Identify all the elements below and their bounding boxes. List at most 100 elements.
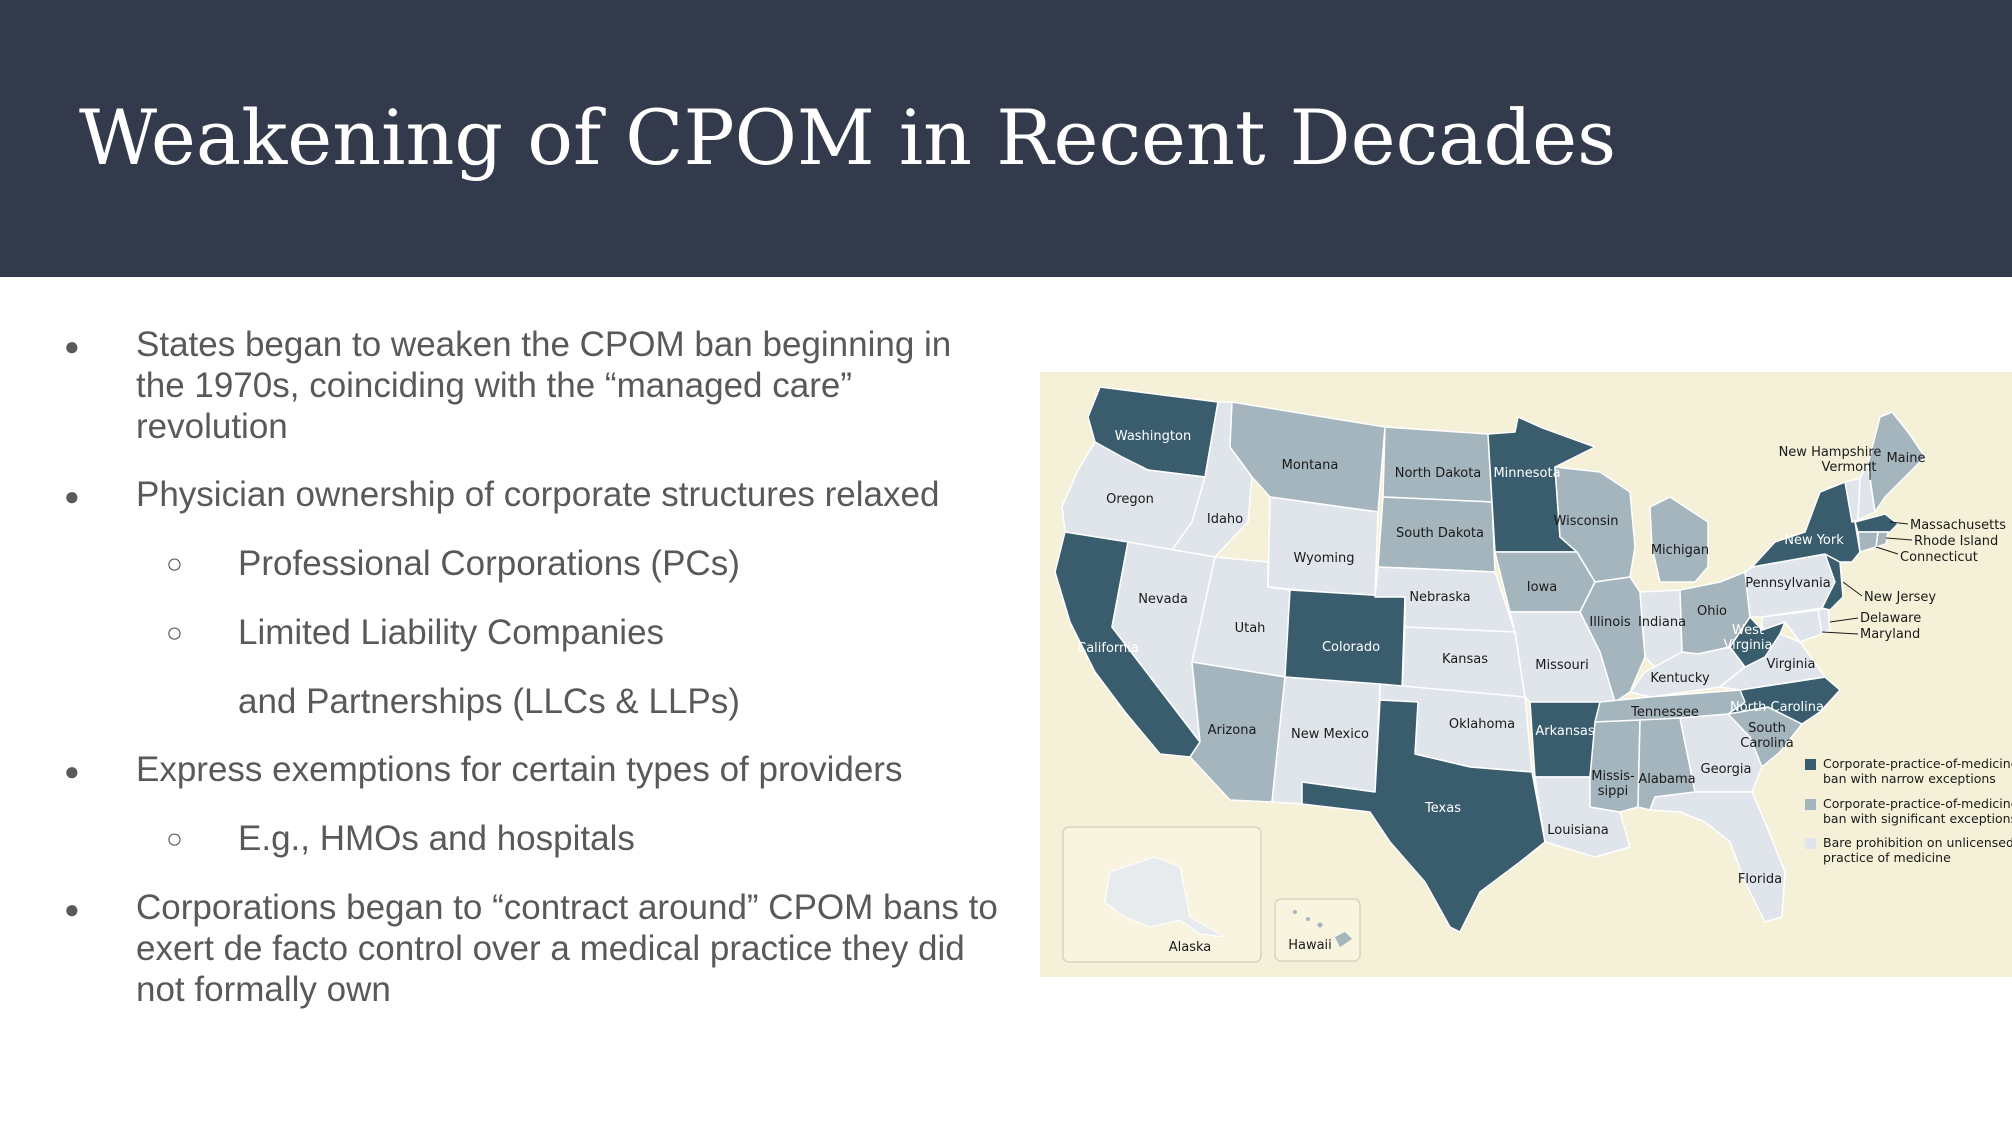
label-idaho: Idaho [1207, 512, 1243, 527]
label-alaska: Alaska [1169, 940, 1212, 955]
label-utah: Utah [1235, 621, 1266, 636]
label-colorado: Colorado [1322, 640, 1380, 655]
label-virginia: Virginia [1766, 657, 1815, 672]
bullet-text: States began to weaken the CPOM ban begi… [136, 325, 952, 446]
label-north-carolina: North Carolina [1730, 700, 1824, 715]
label-nevada: Nevada [1138, 592, 1188, 607]
label-mississippi-2: sippi [1598, 784, 1629, 799]
label-washington: Washington [1115, 429, 1191, 444]
state-texas [1301, 699, 1546, 933]
bullet-item: ● Corporations began to “contract around… [64, 887, 1006, 1010]
state-massachusetts [1854, 513, 1899, 533]
label-rhode-island: Rhode Island [1914, 534, 1998, 549]
hawaii-island [1317, 922, 1323, 928]
bullet-circle-icon: ○ [166, 617, 183, 648]
state-hawaii [1335, 932, 1352, 947]
label-hawaii: Hawaii [1288, 938, 1332, 953]
state-rhode-island [1875, 531, 1889, 548]
legend-swatch-narrow [1805, 759, 1816, 770]
label-south-carolina-2: Carolina [1740, 736, 1794, 751]
label-texas: Texas [1424, 801, 1461, 816]
state-maine [1867, 411, 1926, 513]
map-legend: Corporate-practice-of-medicine ban with … [1805, 756, 2012, 865]
label-florida: Florida [1738, 872, 1782, 887]
leader-line [1885, 537, 1913, 541]
bullet-dot-icon: ● [64, 756, 80, 786]
legend-label: Bare prohibition on unlicensed [1823, 835, 2012, 850]
label-south-carolina-1: South [1748, 721, 1786, 736]
sub-bullet-continuation: and Partnerships (LLCs & LLPs) [238, 681, 978, 722]
bullet-circle-icon: ○ [166, 548, 183, 579]
label-new-hampshire: New Hampshire [1779, 445, 1882, 460]
label-delaware: Delaware [1860, 611, 1921, 626]
label-west-virginia-1: West [1732, 623, 1764, 638]
legend-label: Corporate-practice-of-medicine [1823, 796, 2012, 811]
label-oregon: Oregon [1106, 492, 1154, 507]
label-nebraska: Nebraska [1409, 590, 1470, 605]
hawaii-island [1306, 917, 1310, 921]
hawaii-inset [1274, 898, 1361, 962]
label-vermont: Vermont [1822, 460, 1877, 475]
map-svg: Washington Oregon California Idaho Nevad… [1040, 372, 2012, 977]
label-louisiana: Louisiana [1547, 823, 1608, 838]
legend-label: practice of medicine [1823, 850, 1951, 865]
bullet-text: Corporations began to “contract around” … [136, 888, 998, 1009]
us-cpom-map: Washington Oregon California Idaho Nevad… [1040, 372, 2012, 977]
legend-label: ban with significant exceptions [1823, 811, 2012, 826]
bullet-item: ● States began to weaken the CPOM ban be… [64, 324, 1006, 447]
label-north-dakota: North Dakota [1395, 466, 1482, 481]
bullet-text: Express exemptions for certain types of … [136, 750, 903, 789]
label-west-virginia-2: Virginia [1723, 638, 1772, 653]
leader-line [1842, 581, 1863, 597]
sub-bullet-item: ○ Limited Liability Companies [166, 612, 978, 653]
label-tennessee: Tennessee [1630, 705, 1699, 720]
state-florida [1649, 791, 1786, 923]
label-arizona: Arizona [1208, 723, 1257, 738]
bullet-circle-icon: ○ [166, 823, 183, 854]
label-south-dakota: South Dakota [1396, 526, 1484, 541]
bullet-list: ● States began to weaken the CPOM ban be… [0, 0, 1000, 1130]
legend-label: Corporate-practice-of-medicine [1823, 756, 2012, 771]
label-minnesota: Minnesota [1493, 466, 1560, 481]
bullet-item: ● Express exemptions for certain types o… [64, 749, 1006, 790]
state-arkansas [1529, 701, 1601, 778]
label-mississippi-1: Missis- [1591, 769, 1635, 784]
label-massachusetts: Massachusetts [1910, 518, 2006, 533]
label-maine: Maine [1886, 451, 1925, 466]
label-missouri: Missouri [1535, 658, 1589, 673]
label-ohio: Ohio [1697, 604, 1727, 619]
label-indiana: Indiana [1638, 615, 1686, 630]
bullet-dot-icon: ● [64, 481, 80, 511]
sub-bullet-item: ○ Professional Corporations (PCs) [166, 543, 978, 584]
leader-line [1889, 521, 1909, 525]
state-wyoming [1267, 496, 1379, 598]
sub-bullet-text: E.g., HMOs and hospitals [238, 819, 635, 858]
bullet-item: ● Physician ownership of corporate struc… [64, 474, 1006, 515]
label-illinois: Illinois [1589, 615, 1630, 630]
label-new-york: New York [1784, 533, 1844, 548]
label-wisconsin: Wisconsin [1554, 514, 1619, 529]
state-alaska [1104, 856, 1226, 938]
label-wyoming: Wyoming [1293, 551, 1354, 566]
bullet-dot-icon: ● [64, 331, 80, 361]
hawaii-island [1293, 910, 1297, 914]
label-kentucky: Kentucky [1650, 671, 1710, 686]
slide-title: Weakening of CPOM in Recent Decades [79, 93, 1617, 182]
label-new-jersey: New Jersey [1864, 590, 1936, 605]
label-new-mexico: New Mexico [1291, 727, 1369, 742]
legend-swatch-bare [1805, 838, 1816, 849]
sub-bullet-text: Limited Liability Companies [238, 613, 665, 652]
leader-line [1821, 631, 1859, 635]
label-maryland: Maryland [1860, 627, 1920, 642]
state-west-virginia [1729, 616, 1786, 668]
sub-bullet-text: and Partnerships (LLCs & LLPs) [238, 682, 740, 721]
label-kansas: Kansas [1442, 652, 1488, 667]
label-arkansas: Arkansas [1535, 724, 1594, 739]
state-michigan [1649, 496, 1709, 583]
leader-line [1829, 617, 1859, 623]
leader-line [1875, 546, 1899, 555]
label-california: California [1077, 641, 1139, 656]
sub-bullet-text: Professional Corporations (PCs) [238, 544, 740, 583]
bullet-text: Physician ownership of corporate structu… [136, 475, 940, 514]
label-montana: Montana [1282, 458, 1339, 473]
